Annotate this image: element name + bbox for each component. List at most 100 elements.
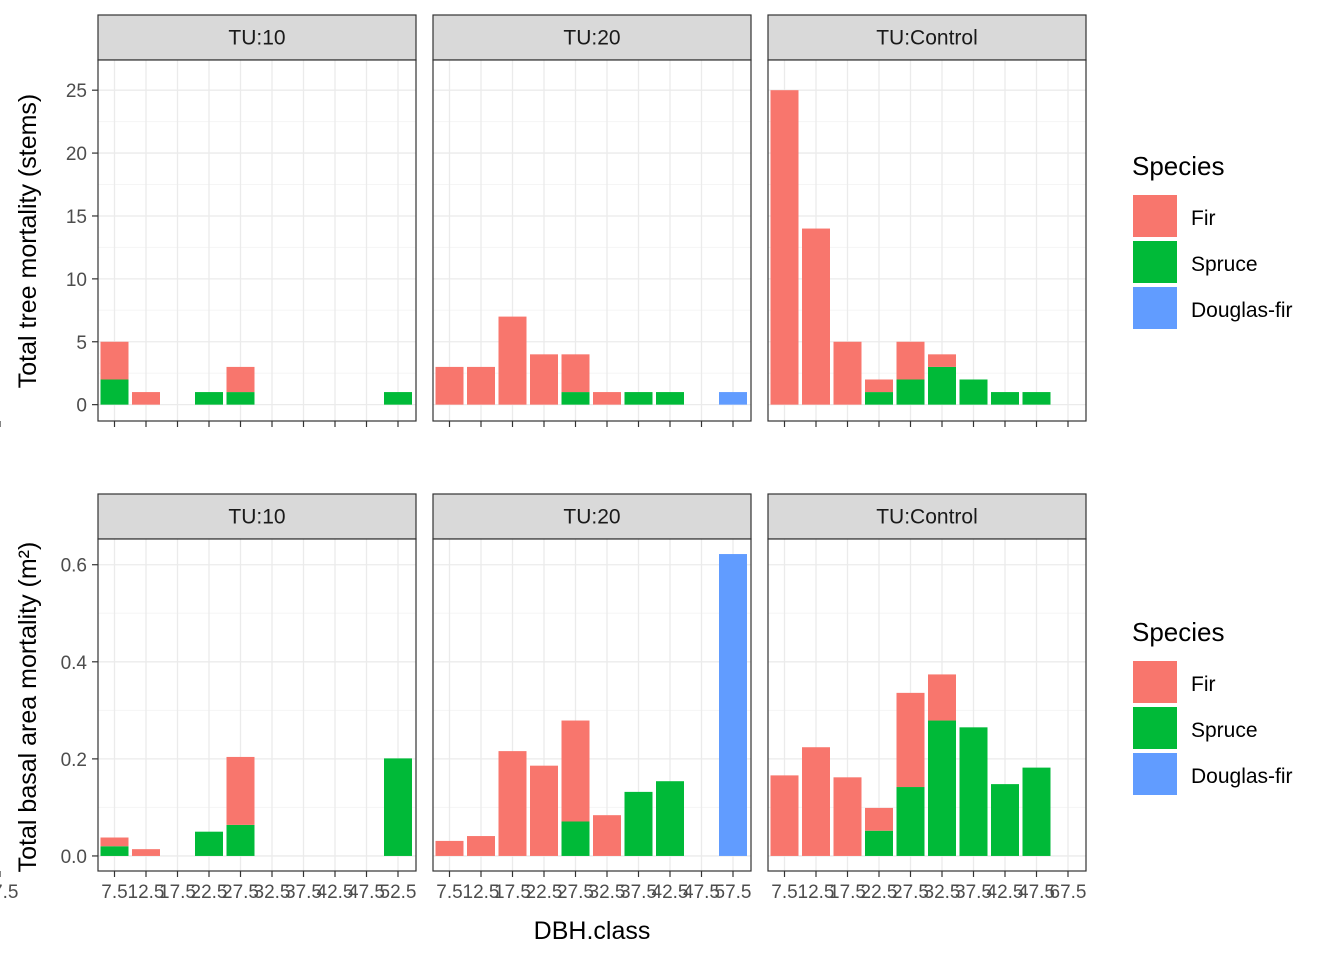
x-tick-label: 32.5	[924, 882, 961, 903]
bar-fir	[498, 751, 527, 856]
x-tick-label: 22.5	[526, 882, 563, 903]
bar-fir	[896, 341, 925, 380]
facet-panel: TU:10 7.5 12.517.522.527.532.537.542.547.5…	[0, 493, 417, 903]
panel-border	[767, 59, 1087, 422]
y-axis-title-bottom: Total basal area mortality (m²)	[14, 542, 42, 873]
bar-fir	[833, 777, 862, 856]
y-axis-title-top: Total tree mortality (stems)	[14, 94, 42, 389]
panel-border	[432, 59, 752, 422]
bar-fir	[530, 354, 558, 405]
x-tick-label: 37.5	[955, 882, 992, 903]
x-tick-label: 22.5	[861, 882, 898, 903]
bar-spruce	[896, 787, 925, 856]
bar-fir	[770, 90, 799, 405]
y-tick-label: 0.2	[61, 750, 87, 771]
x-tick-label: 47.5	[683, 882, 720, 903]
x-tick-label: 42.5	[987, 882, 1024, 903]
facet-strip	[432, 14, 752, 61]
facet-panel: TU:Control	[767, 14, 1087, 427]
bar-fir	[467, 836, 495, 856]
y-tick-label: 0.0	[61, 847, 87, 868]
x-tick-label: 47.5	[1018, 882, 1055, 903]
x-tick-label: 12.5	[463, 882, 500, 903]
y-tick-label: 10	[66, 270, 87, 291]
bar-fir	[530, 765, 558, 856]
legend-label-spruce: Spruce	[1191, 253, 1258, 276]
legend-label-douglas-fir: Douglas-fir	[1191, 765, 1293, 788]
x-tick-label: 57.5	[0, 882, 18, 903]
panel-background	[98, 60, 416, 421]
x-tick-label: 17.5	[494, 882, 531, 903]
facet-panel: TU:20 7.5 12.517.522.527.532.537.542.547.5…	[432, 493, 752, 903]
panel-border	[432, 538, 752, 872]
bar-spruce	[865, 830, 893, 856]
x-tick-label: 7.5	[771, 882, 797, 903]
y-tick-label: 0	[76, 396, 87, 417]
bar-spruce	[991, 392, 1019, 405]
legend-key-fir	[1133, 195, 1177, 237]
bar-fir	[100, 341, 129, 380]
x-axis-title: DBH.class	[534, 917, 651, 945]
bar-spruce	[384, 392, 412, 405]
bar-spruce	[384, 758, 412, 856]
facet-strip	[432, 493, 752, 540]
x-tick-label: 7.5	[436, 882, 462, 903]
legend-top: Species Fir Spruce Douglas-fir	[1132, 151, 1293, 329]
x-tick-label: 32.5	[589, 882, 626, 903]
y-tick-label: 5	[76, 333, 87, 354]
bar-fir	[498, 316, 527, 405]
stems-mortality-row: TU:10 0 5 10 15 20 25 TU:20 TU:Control	[0, 14, 1087, 427]
y-tick-label: 0.4	[61, 653, 88, 674]
legend-title: Species	[1132, 617, 1225, 647]
bar-fir	[593, 392, 621, 405]
bar-fir	[435, 366, 464, 405]
legend-label-douglas-fir: Douglas-fir	[1191, 299, 1293, 322]
bar-spruce	[624, 791, 653, 856]
facet-strip-label: TU:20	[563, 506, 620, 529]
facet-strip	[97, 493, 417, 540]
x-tick-label: 42.5	[317, 882, 354, 903]
bar-spruce	[959, 727, 988, 856]
y-tick-label: 20	[66, 144, 87, 165]
legend-key-douglas-fir	[1133, 287, 1177, 329]
bar-fir	[593, 815, 621, 856]
bar-spruce	[195, 392, 223, 405]
bar-spruce	[226, 824, 255, 856]
facet-strip-label: TU:Control	[876, 506, 978, 529]
bar-spruce	[561, 821, 590, 856]
bar-spruce	[100, 379, 129, 405]
bar-spruce	[959, 379, 988, 405]
legend-key-spruce	[1133, 241, 1177, 283]
bar-spruce	[991, 784, 1019, 856]
panel-border	[97, 538, 417, 872]
bar-spruce	[656, 781, 684, 856]
bar-fir	[435, 840, 464, 856]
panel-border	[97, 59, 417, 422]
bar-fir	[865, 379, 893, 393]
bar-spruce	[624, 392, 653, 405]
bar-fir	[561, 720, 590, 822]
bar-spruce	[561, 392, 590, 405]
y-tick-label: 0.6	[61, 556, 87, 577]
bar-spruce	[1022, 767, 1051, 856]
bar-fir	[865, 807, 893, 831]
basal-area-mortality-row: TU:107.5 12.517.522.527.532.537.542.547.5…	[0, 493, 1087, 903]
facet-strip-label: TU:Control	[876, 27, 978, 50]
bar-spruce	[656, 392, 684, 405]
bar-spruce	[1022, 392, 1051, 405]
legend-bottom: Species Fir Spruce Douglas-fir	[1132, 617, 1293, 795]
legend-label-spruce: Spruce	[1191, 719, 1258, 742]
bar-spruce	[896, 379, 925, 405]
bar-fir	[928, 674, 956, 721]
x-tick-label: 27.5	[892, 882, 929, 903]
x-tick-label: 7.5	[101, 882, 127, 903]
x-tick-label: 27.5	[222, 882, 259, 903]
panel-background	[98, 539, 416, 871]
bar-fir	[802, 228, 830, 405]
bar-fir	[226, 756, 255, 825]
bar-fir	[770, 775, 799, 856]
y-tick-label: 25	[66, 81, 87, 102]
bar-spruce	[865, 392, 893, 405]
bar-fir	[226, 366, 255, 393]
